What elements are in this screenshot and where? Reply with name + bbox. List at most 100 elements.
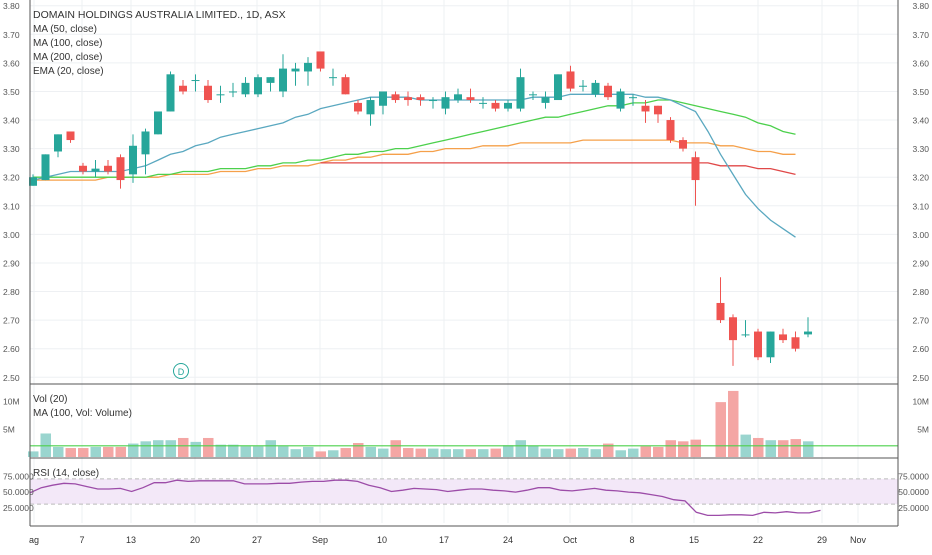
price-tick-label-right: 2.70	[912, 316, 929, 326]
price-tick-label-right: 3.30	[912, 144, 929, 154]
candle-body	[91, 168, 100, 172]
volume-bar	[765, 440, 776, 457]
candle-body	[29, 177, 37, 186]
indicator-label-ema20: EMA (20, close)	[33, 66, 104, 77]
volume-bar	[403, 448, 414, 457]
time-tick-label: Sep	[312, 535, 328, 545]
volume-bar	[365, 446, 376, 457]
indicator-label-ma200: MA (200, close)	[33, 52, 102, 63]
volume-bar	[465, 449, 476, 457]
volume-tick-label-right: 5M	[917, 425, 929, 435]
rsi-tick-label-left: 75.0000	[3, 471, 34, 481]
dividend-marker[interactable]: D	[173, 363, 189, 379]
rsi-tick-label-right: 50.0000	[898, 487, 929, 497]
volume-bars	[28, 390, 898, 457]
time-tick-label: Oct	[563, 535, 578, 545]
volume-bar	[228, 444, 239, 457]
price-tick-label-left: 2.70	[3, 316, 20, 326]
candle-body	[154, 111, 162, 135]
candle-body	[741, 334, 750, 336]
price-tick-label-right: 2.50	[912, 373, 929, 383]
candle-body	[391, 94, 400, 101]
volume-bar	[565, 448, 576, 457]
volume-bar	[353, 443, 364, 457]
rsi-tick-label-left: 25.0000	[3, 503, 34, 513]
time-tick-label: ag	[29, 535, 39, 545]
ema20-line	[32, 93, 796, 238]
volume-bar	[190, 441, 201, 457]
volume-bar	[90, 446, 101, 457]
volume-bar	[715, 402, 726, 457]
volume-bar	[590, 449, 601, 457]
price-tick-label-right: 2.60	[912, 344, 929, 354]
candle-body	[404, 97, 412, 101]
price-tick-label-left: 3.10	[3, 201, 20, 211]
price-tick-label-left: 2.80	[3, 287, 20, 297]
price-tick-label-right: 3.00	[912, 230, 929, 240]
time-tick-label: 13	[126, 535, 136, 545]
candle-body	[579, 85, 587, 87]
candle-body	[279, 68, 287, 92]
candle-body	[266, 77, 275, 83]
volume-tick-label-right: 10M	[912, 397, 929, 407]
volume-bar	[628, 448, 639, 457]
ma100-line	[33, 139, 796, 181]
volume-bar	[415, 448, 426, 457]
volume-bar	[265, 440, 276, 457]
candle-body	[591, 82, 600, 95]
price-tick-label-left: 2.50	[3, 373, 20, 383]
price-tick-label-left: 3.30	[3, 144, 20, 154]
volume-bar	[128, 443, 139, 457]
candle-body	[629, 97, 637, 99]
candle-body	[666, 120, 675, 141]
time-tick-label: 7	[79, 535, 84, 545]
volume-bar	[215, 444, 226, 457]
moving-average-lines	[32, 93, 796, 238]
candle-body	[366, 100, 375, 115]
volume-bar	[503, 445, 514, 457]
time-tick-label: 22	[753, 535, 763, 545]
volume-bar	[540, 448, 551, 457]
time-tick-label: 17	[439, 535, 449, 545]
volume-bar	[653, 446, 664, 457]
candle-body	[791, 337, 800, 349]
price-tick-label-right: 3.60	[912, 58, 929, 68]
candle-body	[691, 157, 700, 181]
volume-bar	[253, 446, 264, 457]
price-tick-label-right: 3.40	[912, 116, 929, 126]
price-tick-label-right: 3.20	[912, 173, 929, 183]
volume-bar	[240, 446, 251, 457]
candle-body	[179, 85, 187, 92]
candle-body	[804, 331, 812, 335]
volume-bar	[640, 446, 651, 457]
time-tick-label: 10	[377, 535, 387, 545]
price-tick-label-left: 3.20	[3, 173, 20, 183]
candle-body	[454, 94, 462, 101]
candle-body	[716, 302, 725, 321]
volume-bar	[340, 448, 351, 457]
time-tick-label: 15	[689, 535, 699, 545]
candle-body	[504, 102, 512, 109]
volume-bar	[790, 439, 801, 457]
candle-body	[216, 94, 225, 96]
time-tick-label: 27	[252, 535, 262, 545]
candle-body	[379, 91, 387, 106]
price-tick-label-left: 3.80	[3, 1, 20, 11]
candle-body	[341, 77, 350, 95]
candle-body	[41, 154, 50, 181]
candle-body	[79, 165, 87, 172]
candle-body	[566, 71, 575, 89]
volume-bar	[378, 448, 389, 457]
candle-body	[654, 105, 662, 115]
volume-bar	[528, 445, 539, 457]
volume-bar	[140, 441, 151, 457]
volume-bar	[165, 440, 176, 457]
ma200-line	[320, 162, 796, 176]
volume-bar	[178, 437, 189, 457]
candle-body	[316, 51, 325, 69]
volume-tick-label-left: 5M	[3, 425, 15, 435]
volume-bar	[440, 449, 451, 457]
volume-bar	[428, 448, 439, 457]
